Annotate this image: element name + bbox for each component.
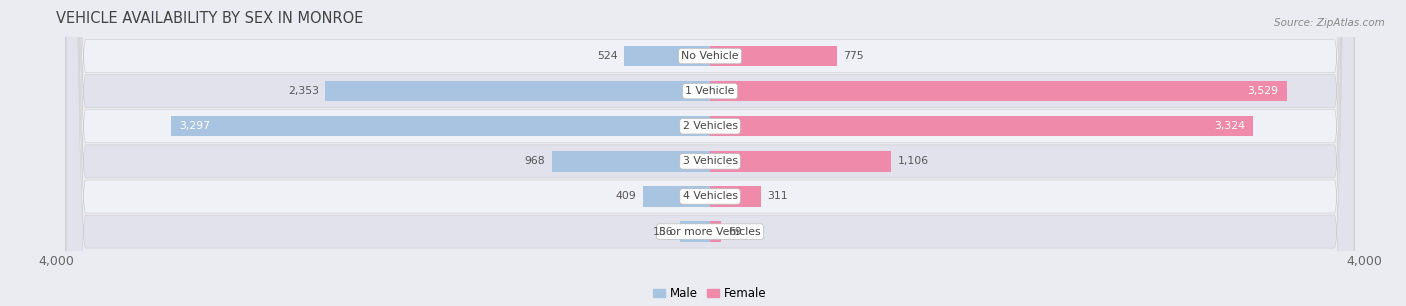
Text: 409: 409	[616, 192, 637, 201]
Text: VEHICLE AVAILABILITY BY SEX IN MONROE: VEHICLE AVAILABILITY BY SEX IN MONROE	[56, 11, 364, 26]
FancyBboxPatch shape	[66, 0, 1354, 306]
Text: 5 or more Vehicles: 5 or more Vehicles	[659, 227, 761, 237]
Text: 3,324: 3,324	[1215, 121, 1246, 131]
Bar	[551, 151, 710, 172]
Text: 2,353: 2,353	[288, 86, 319, 96]
Text: 2 Vehicles: 2 Vehicles	[682, 121, 738, 131]
Bar	[710, 151, 891, 172]
FancyBboxPatch shape	[66, 0, 1354, 306]
FancyBboxPatch shape	[66, 0, 1354, 306]
Text: 3 Vehicles: 3 Vehicles	[682, 156, 738, 166]
Text: 775: 775	[844, 51, 863, 61]
Legend: Male, Female: Male, Female	[648, 282, 772, 305]
Bar	[710, 116, 1253, 136]
Text: No Vehicle: No Vehicle	[682, 51, 738, 61]
Bar	[643, 186, 710, 207]
Bar	[679, 222, 710, 242]
Bar	[710, 222, 721, 242]
Bar	[710, 46, 837, 66]
Bar	[624, 46, 710, 66]
Text: 186: 186	[652, 227, 673, 237]
Text: Source: ZipAtlas.com: Source: ZipAtlas.com	[1274, 18, 1385, 28]
Text: 968: 968	[524, 156, 546, 166]
Text: 1,106: 1,106	[897, 156, 928, 166]
Text: 3,297: 3,297	[180, 121, 211, 131]
Text: 3,529: 3,529	[1247, 86, 1278, 96]
Bar	[172, 116, 710, 136]
FancyBboxPatch shape	[66, 0, 1354, 306]
FancyBboxPatch shape	[66, 0, 1354, 306]
Text: 1 Vehicle: 1 Vehicle	[685, 86, 735, 96]
Text: 4 Vehicles: 4 Vehicles	[682, 192, 738, 201]
Bar	[710, 186, 761, 207]
Text: 69: 69	[728, 227, 741, 237]
Text: 311: 311	[768, 192, 787, 201]
Text: 524: 524	[598, 51, 617, 61]
FancyBboxPatch shape	[66, 0, 1354, 306]
Bar	[710, 81, 1286, 101]
Bar	[325, 81, 710, 101]
